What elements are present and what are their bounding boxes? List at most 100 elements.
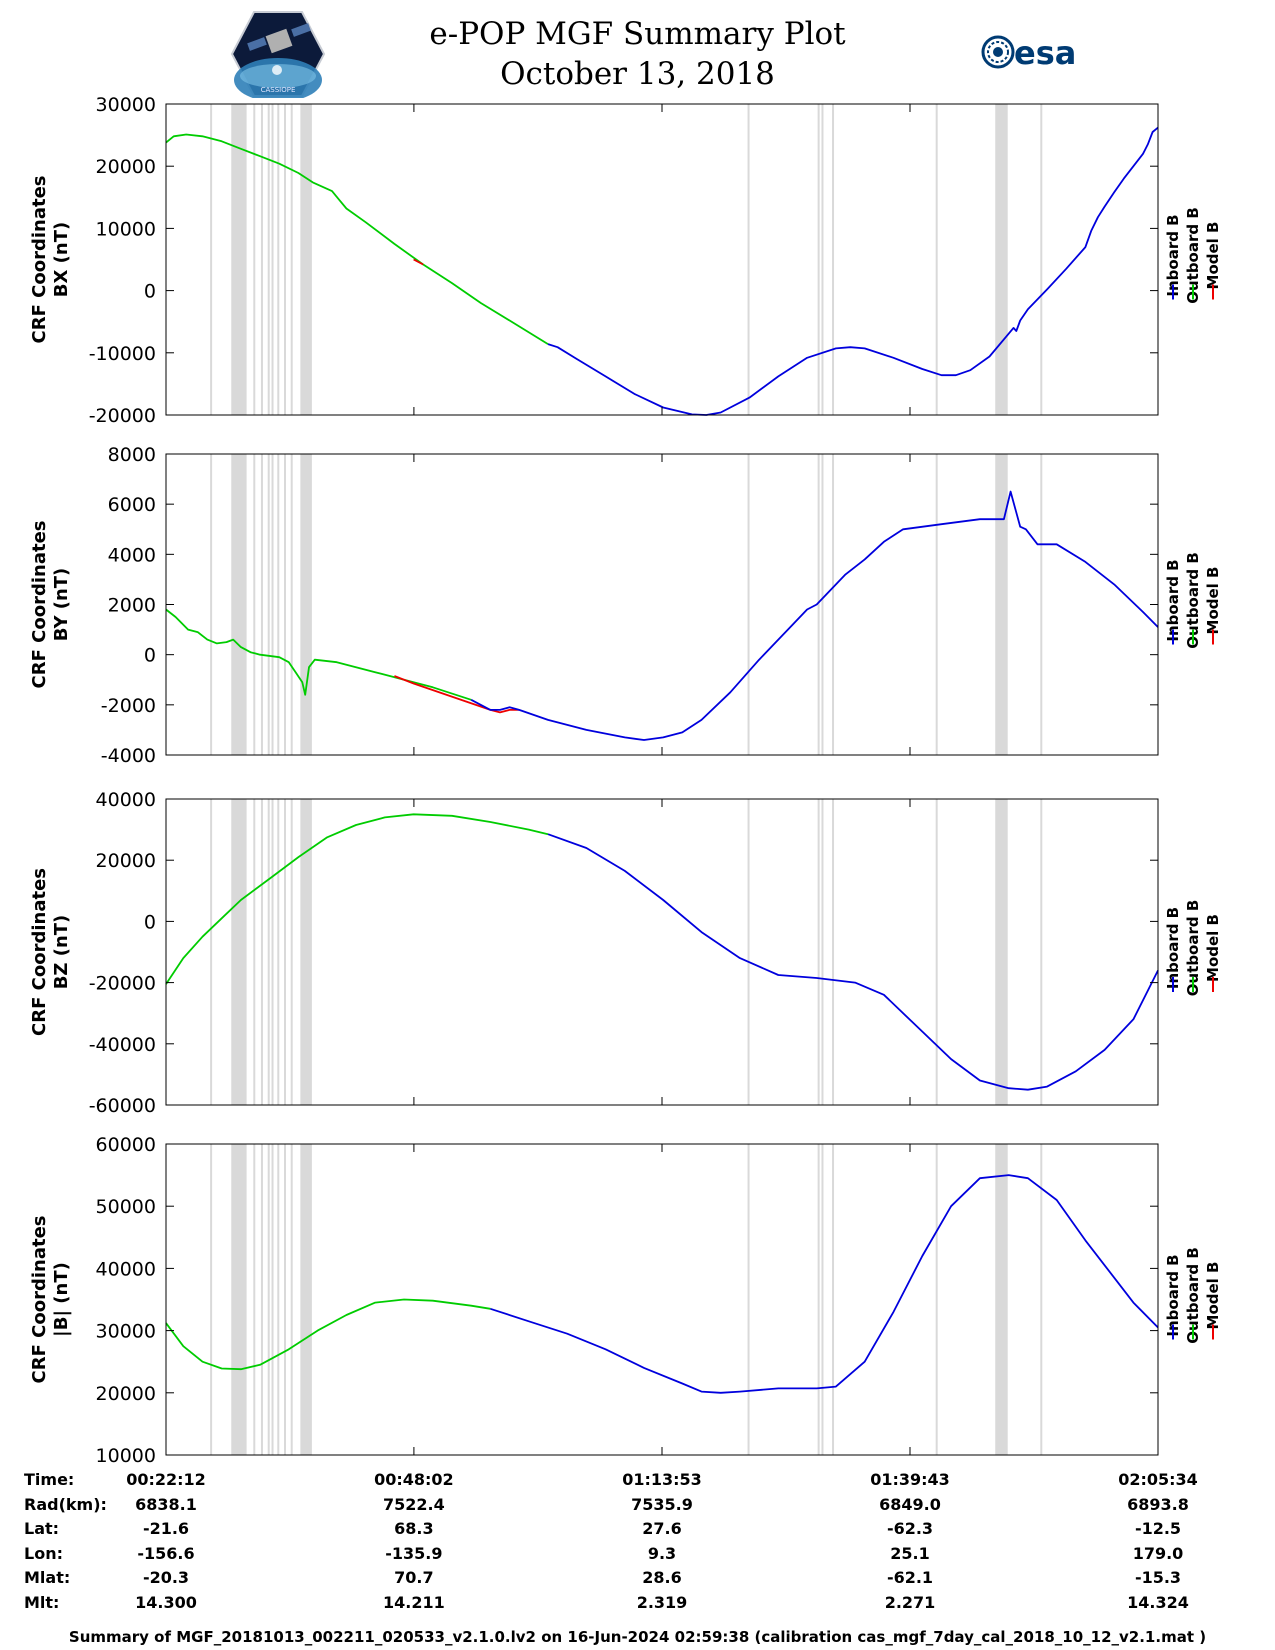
info-cell: 28.6 [642, 1568, 682, 1587]
panel-3: 40000 20000 0 -20000 -40000 -60000 CRF Coordin… [29, 789, 1222, 1117]
y-tick-label: 40000 [96, 789, 156, 811]
y-axis-label-line: CRF Coordinates [29, 868, 50, 1036]
info-cell: -156.6 [137, 1543, 195, 1563]
info-row: Mlat: -20.3 70.7 28.6 -62.1 -15.3 [0, 1568, 1275, 1592]
legend-label: Outboard B [1184, 1247, 1202, 1344]
y-axis-label-line: BY (nT) [51, 568, 72, 642]
info-row-label: Mlt: [24, 1592, 60, 1612]
info-row: Time: 00:22:12 00:48:02 01:13:53 01:39:43 02:… [0, 1470, 1275, 1494]
info-cell: 14.211 [383, 1592, 445, 1612]
series-line-inboard [490, 1174, 1159, 1394]
info-row-label: Lon: [24, 1543, 63, 1563]
info-cell: 70.7 [394, 1568, 434, 1587]
y-tick-label: -20000 [89, 405, 156, 427]
legend-label: Model B [1204, 222, 1222, 290]
legend-label: Model B [1204, 567, 1222, 635]
esa-logo: esa [981, 34, 1076, 72]
info-cell: 02:05:34 [1118, 1470, 1198, 1489]
y-tick-label: 0 [144, 281, 156, 303]
info-cell: 7522.4 [383, 1494, 445, 1514]
y-tick-label: 50000 [96, 1196, 156, 1218]
footer-caption: Summary of MGF_20181013_002211_020533_v2… [68, 1628, 1207, 1646]
y-tick-label: 6000 [108, 494, 156, 516]
info-cell: 14.300 [135, 1592, 197, 1612]
info-cell: 2.271 [884, 1592, 936, 1612]
info-row: Lat: -21.6 68.3 27.6 -62.3 -12.5 [0, 1519, 1275, 1543]
y-axis-label-line: CRF Coordinates [29, 176, 50, 344]
y-axis-label-line: BX (nT) [51, 222, 72, 297]
legend: Inboard B Outboard B Model B [1164, 900, 1222, 997]
info-cell: 00:48:02 [374, 1470, 454, 1489]
legend-label: Inboard B [1164, 214, 1182, 296]
legend-label: Outboard B [1184, 900, 1202, 997]
mission-logo-text: CASSIOPE [261, 86, 296, 94]
y-tick-label: 0 [144, 645, 156, 667]
plot-title-block: e-POP MGF Summary Plot October 13, 2018 [0, 14, 1275, 94]
info-cell: 00:22:12 [126, 1470, 206, 1489]
series-line-outboard [165, 608, 472, 701]
info-cell: 25.1 [890, 1543, 930, 1563]
legend-label: Inboard B [1164, 907, 1182, 989]
y-tick-label: -40000 [89, 1034, 156, 1056]
panel-2: 8000 6000 4000 2000 0 -2000 -4000 CRF Coordinat… [29, 444, 1222, 767]
info-cell: 6849.0 [879, 1494, 941, 1514]
legend: Inboard B Outboard B Model B [1164, 207, 1222, 304]
y-axis-label: CRF CoordinatesBX (nT) [29, 176, 72, 344]
info-row: Mlt: 14.300 14.211 2.319 2.271 14.324 [0, 1593, 1275, 1617]
info-cell: 179.0 [1132, 1543, 1184, 1563]
info-cell: -62.1 [886, 1568, 934, 1587]
plot-frame [165, 103, 1159, 416]
legend-label: Outboard B [1184, 207, 1202, 304]
y-tick-label: 30000 [96, 1321, 156, 1343]
info-cell: -20.3 [142, 1568, 190, 1587]
y-tick-label: 4000 [108, 544, 156, 566]
info-cell: -15.3 [1134, 1568, 1182, 1587]
y-axis-label-line: CRF Coordinates [29, 1216, 50, 1384]
info-cell: -62.3 [886, 1519, 934, 1538]
plot-date: October 13, 2018 [500, 56, 775, 92]
y-axis-label-line: CRF Coordinates [29, 521, 50, 689]
y-tick-label: 40000 [96, 1258, 156, 1280]
cassiope-mission-logo: CASSIOPE [230, 11, 326, 98]
info-cell: 9.3 [647, 1543, 677, 1563]
series-line-inboard [470, 490, 1159, 741]
legend-label: Outboard B [1184, 552, 1202, 649]
series-line-model [413, 258, 424, 266]
y-tick-label: -4000 [101, 745, 156, 767]
y-axis-label: CRF Coordinates|B| (nT) [29, 1216, 72, 1384]
info-row-label: Time: [24, 1470, 75, 1489]
data-gap-band [231, 1144, 247, 1455]
data-gap-band [995, 799, 1008, 1105]
y-tick-label: 20000 [96, 850, 156, 872]
series-line-model [394, 675, 520, 714]
legend: Inboard B Outboard B Model B [1164, 552, 1222, 649]
y-tick-label: -20000 [89, 973, 156, 995]
series-line-inboard [547, 126, 1159, 416]
y-tick-label: 20000 [96, 156, 156, 178]
info-cell: 2.319 [636, 1592, 688, 1612]
info-cell: 27.6 [642, 1519, 682, 1538]
data-gap-band [995, 454, 1008, 755]
y-axis-label: CRF CoordinatesBY (nT) [29, 521, 72, 689]
legend: Inboard B Outboard B Model B [1164, 1247, 1222, 1344]
series-line-outboard [165, 813, 549, 985]
y-axis-label-line: |B| (nT) [51, 1262, 72, 1337]
data-gap-band [300, 799, 312, 1105]
data-gap-band [300, 454, 312, 755]
data-gap-band [995, 104, 1008, 415]
y-axis-label: CRF CoordinatesBZ (nT) [29, 868, 72, 1036]
info-cell: -135.9 [385, 1543, 443, 1563]
info-cell: 68.3 [394, 1519, 434, 1538]
panel-4: 60000 50000 40000 30000 20000 10000 CRF Coordi… [29, 1134, 1222, 1467]
data-gap-band [300, 104, 312, 415]
info-cell: 6893.8 [1127, 1494, 1189, 1514]
y-axis-label-line: BZ (nT) [51, 915, 72, 990]
esa-logo-text: esa [1014, 34, 1076, 72]
info-cell: 7535.9 [631, 1494, 693, 1514]
info-cell: 6838.1 [135, 1494, 197, 1514]
data-gap-band [231, 104, 247, 415]
series-line-outboard [165, 133, 549, 345]
info-row-label: Mlat: [24, 1568, 71, 1587]
y-tick-label: 2000 [108, 595, 156, 617]
